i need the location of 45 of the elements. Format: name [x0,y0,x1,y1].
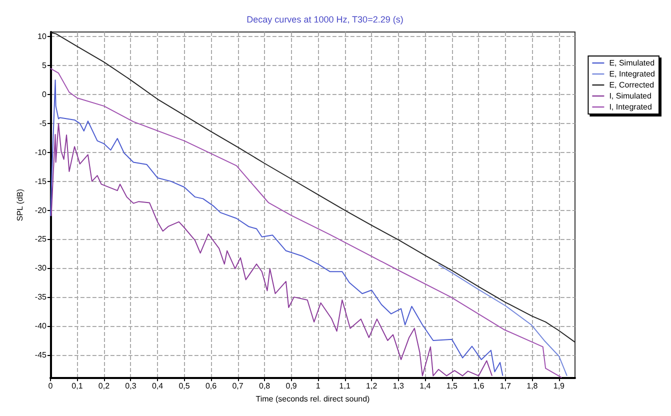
x-tick-label: 0,4 [152,382,164,391]
line-series [438,264,568,376]
y-tick-label: -20 [34,206,48,215]
legend-label: I, Simulated [609,92,652,100]
y-tick-label: 5 [42,61,48,70]
x-axis-title: Time (seconds rel. direct sound) [256,394,370,404]
x-tick-label: 0,8 [258,382,271,391]
x-tick-label: 1,6 [473,382,485,391]
y-tick-label: -40 [34,322,48,331]
x-tick-label: 0 [48,382,54,391]
y-tick-label: -10 [34,148,48,157]
x-tick-label: 1,1 [339,382,351,391]
line-series [50,122,493,376]
x-tick-label: 0,1 [72,382,84,391]
x-tick-label: 0,2 [98,382,110,391]
y-tick-label: -45 [34,350,48,360]
legend-label: E, Corrected [609,80,654,90]
line-series [50,32,576,343]
x-tick-label: 1,8 [526,382,538,391]
legend-label: I, Integrated [609,102,652,112]
y-tick-label: -25 [34,234,48,244]
x-tick-label: 1,2 [366,382,378,391]
legend-label: E, Simulated [609,58,655,68]
x-tick-label: 1,7 [500,382,512,391]
y-tick-label: -35 [34,292,48,302]
x-tick-label: 1,3 [392,382,404,391]
y-tick-label: -30 [34,264,48,273]
x-tick-label: 1,5 [446,382,458,391]
x-tick-label: 0,3 [125,382,137,391]
line-series [50,68,562,378]
y-axis-title: SPL (dB) [16,188,24,222]
x-tick-label: 0,9 [286,382,298,391]
y-tick-label: 10 [38,32,48,42]
y-tick-label: -15 [34,176,48,186]
x-tick-label: 1,4 [420,382,432,391]
legend-label: E, Integrated [609,70,656,78]
x-tick-label: 0,7 [232,382,244,391]
x-tick-label: 0,5 [178,382,190,391]
y-tick-label: 0 [42,90,48,100]
x-tick-label: 1,9 [553,382,566,391]
x-tick-label: 0,6 [205,382,218,391]
chart-title: Decay curves at 1000 Hz, T30=2.29 (s) [246,14,404,24]
x-tick-label: 1 [316,382,321,391]
line-series [50,80,504,376]
y-tick-label: -5 [39,118,47,128]
